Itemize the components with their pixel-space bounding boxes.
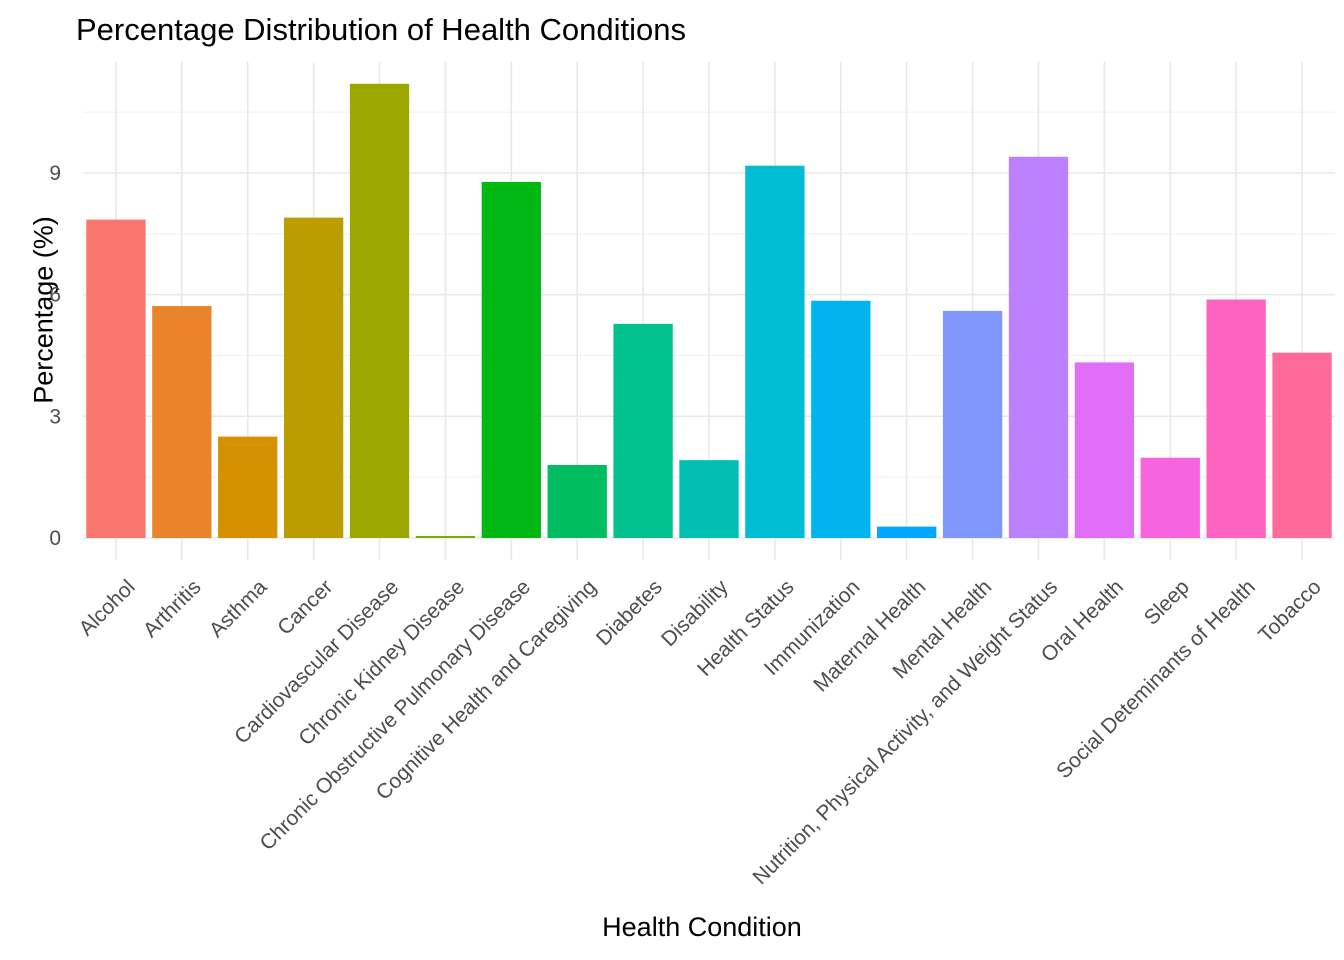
- bar-5: [415, 535, 476, 538]
- bar-2: [218, 436, 278, 538]
- x-tick-label-12: Maternal Health: [809, 575, 930, 696]
- bar-15: [1074, 362, 1135, 538]
- y-tick-label-2: 6: [49, 284, 61, 307]
- y-tick-label-0: 0: [49, 527, 61, 550]
- bar-17: [1206, 299, 1266, 538]
- y-tick-label-3: 9: [49, 162, 61, 185]
- bar-12: [877, 526, 937, 538]
- x-tick-label-16: Sleep: [1140, 575, 1194, 629]
- bar-0: [86, 219, 146, 538]
- x-tick-label-8: Diabetes: [592, 575, 667, 650]
- y-tick-labels: 0 3 6 9: [49, 162, 61, 550]
- x-tick-label-3: Cancer: [273, 575, 337, 639]
- bar-10: [745, 165, 805, 538]
- bar-11: [811, 300, 871, 538]
- bar-14: [1008, 156, 1069, 538]
- bar-8: [613, 323, 673, 538]
- bar-6: [481, 181, 541, 538]
- bar-18: [1272, 352, 1332, 538]
- bar-4: [349, 83, 410, 539]
- bar-16: [1140, 457, 1200, 538]
- x-tick-label-2: Asthma: [205, 575, 272, 642]
- bar-1: [152, 306, 212, 538]
- bar-7: [547, 465, 607, 538]
- x-tick-label-18: Tobacco: [1254, 575, 1326, 647]
- chart-title: Percentage Distribution of Health Condit…: [76, 12, 687, 47]
- bar-13: [942, 310, 1003, 538]
- y-tick-label-1: 3: [49, 405, 61, 428]
- x-tick-label-0: Alcohol: [75, 575, 140, 640]
- bar-9: [679, 460, 739, 538]
- bars: [86, 83, 1332, 539]
- x-tick-labels: Alcohol Arthritis Asthma CancerCardiovascul…: [75, 575, 1326, 889]
- x-tick-label-14: Nutrition, Physical Activity, and Weight…: [749, 575, 1063, 889]
- x-axis-title: Health Condition: [602, 912, 802, 942]
- x-tick-label-1: Arthritis: [139, 575, 206, 642]
- bar-3: [283, 217, 344, 538]
